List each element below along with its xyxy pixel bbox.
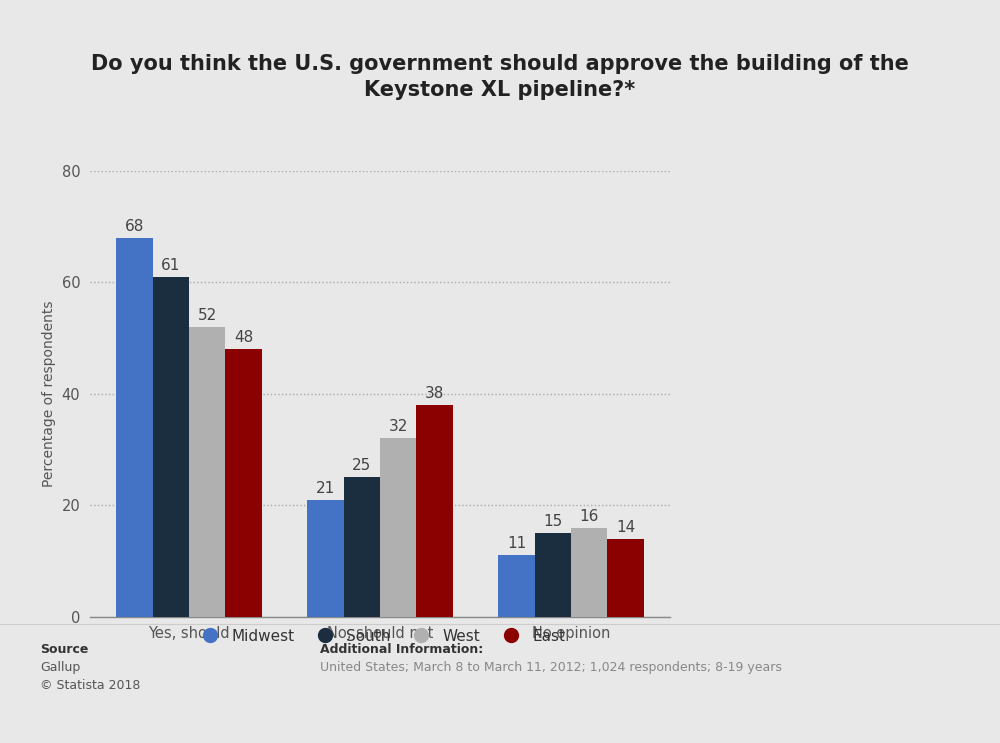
Bar [498,556,535,617]
Text: 11: 11 [507,536,526,551]
Text: 48: 48 [234,331,253,345]
Text: Additional Information:: Additional Information: [320,643,483,655]
Text: 68: 68 [125,219,144,234]
Bar [344,477,380,617]
Bar [225,349,262,617]
Text: 14: 14 [616,520,635,535]
Bar [571,528,607,617]
Text: United States; March 8 to March 11, 2012; 1,024 respondents; 8-19 years: United States; March 8 to March 11, 2012… [320,661,782,674]
Text: Do you think the U.S. government should approve the building of the
Keystone XL : Do you think the U.S. government should … [91,54,909,100]
Text: 21: 21 [316,481,335,496]
Bar [116,238,153,617]
Text: 52: 52 [197,308,217,323]
Bar [535,533,571,617]
Text: 15: 15 [543,514,563,529]
Text: 25: 25 [352,458,371,473]
Bar [416,405,453,617]
Legend: Midwest, South, West, East: Midwest, South, West, East [189,623,571,650]
Text: 32: 32 [388,420,408,435]
Bar [153,276,189,617]
Text: 61: 61 [161,258,180,273]
Bar [307,499,344,617]
Text: 38: 38 [425,386,444,401]
Bar [189,327,225,617]
Text: Source: Source [40,643,88,655]
Text: Gallup
© Statista 2018: Gallup © Statista 2018 [40,661,140,692]
Text: 16: 16 [580,509,599,524]
Bar [380,438,416,617]
Bar [607,539,644,617]
Y-axis label: Percentage of respondents: Percentage of respondents [42,300,56,487]
